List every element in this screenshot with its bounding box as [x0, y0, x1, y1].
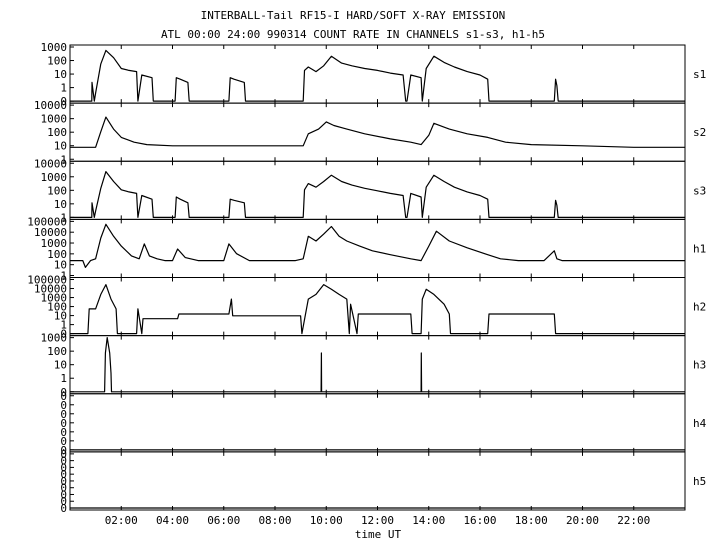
- y-tick-label: 1000: [41, 171, 68, 184]
- panel-frame: [69, 44, 686, 104]
- y-tick-label: 100: [47, 301, 67, 314]
- panel-frame: [69, 277, 686, 337]
- y-tick-label: 0: [60, 488, 67, 501]
- x-tick-label: 20:00: [566, 514, 599, 527]
- y-tick-label: 0: [60, 408, 67, 421]
- x-tick-label: 02:00: [105, 514, 138, 527]
- y-tick-label: 100: [47, 345, 67, 358]
- x-tick-label: 14:00: [412, 514, 445, 527]
- y-tick-label: 100: [47, 55, 67, 68]
- panel-frame: [69, 218, 686, 278]
- panel-frame: [69, 451, 686, 511]
- series-line-h1: [70, 223, 685, 268]
- y-tick-label: 10: [54, 310, 67, 323]
- channel-label-h5: h5: [693, 475, 706, 488]
- y-tick-label: 10: [54, 68, 67, 81]
- y-tick-label: 1000: [41, 113, 68, 126]
- channel-label-s3: s3: [693, 184, 706, 197]
- y-tick-label: 10000: [34, 99, 67, 112]
- series-line-s1: [70, 49, 685, 102]
- y-tick-label: 1000: [41, 41, 68, 54]
- y-tick-label: 0: [60, 448, 67, 461]
- channel-label-h4: h4: [693, 417, 707, 430]
- y-tick-label: 1: [60, 211, 67, 224]
- channel-label-h3: h3: [693, 359, 706, 372]
- channel-label-h2: h2: [693, 301, 706, 314]
- y-tick-label: 100000: [27, 274, 67, 287]
- y-tick-label: 0: [60, 455, 67, 468]
- y-tick-label: 100: [47, 248, 67, 261]
- x-tick-label: 08:00: [258, 514, 291, 527]
- y-tick-label: 100: [47, 184, 67, 197]
- y-tick-label: 0: [60, 468, 67, 481]
- y-tick-label: 1000: [41, 292, 68, 305]
- y-tick-label: 0: [60, 390, 67, 403]
- y-tick-label: 10000: [34, 283, 67, 296]
- channel-label-h1: h1: [693, 242, 706, 255]
- series-line-s3: [70, 171, 685, 218]
- y-tick-label: 100: [47, 126, 67, 139]
- y-tick-label: 0: [60, 399, 67, 412]
- y-tick-label: 0: [60, 475, 67, 488]
- y-tick-label: 1: [60, 153, 67, 166]
- time-axis: 02:00 04:00 06:00 08:00 10:00 12:00 14:00 16:00…: [105, 514, 651, 527]
- series-line-h3: [70, 337, 685, 393]
- x-tick-label: 04:00: [156, 514, 189, 527]
- x-tick-label: 06:00: [207, 514, 240, 527]
- y-tick-label: 1: [60, 319, 67, 332]
- channel-label-s1: s1: [693, 68, 706, 81]
- y-tick-label: 10000: [34, 157, 67, 170]
- y-tick-label: 0: [60, 444, 67, 457]
- y-tick-label: 100000: [27, 215, 67, 228]
- y-tick-label: 0: [60, 495, 67, 508]
- panel-frame: [69, 335, 686, 395]
- y-tick-label: 0: [60, 386, 67, 399]
- panel-frame: [69, 393, 686, 453]
- y-tick-label: 10: [54, 359, 67, 372]
- series-line-s2: [70, 116, 685, 148]
- y-tick-label: 0: [60, 482, 67, 495]
- y-tick-label: 0: [60, 95, 67, 108]
- y-tick-label: 1: [60, 82, 67, 95]
- channel-label-s2: s2: [693, 126, 706, 139]
- y-tick-label: 1000: [41, 237, 68, 250]
- y-tick-label: 0: [60, 328, 67, 341]
- x-tick-label: 16:00: [463, 514, 496, 527]
- panel-frame: [69, 102, 686, 162]
- y-tick-label: 0: [60, 435, 67, 448]
- x-tick-label: 18:00: [515, 514, 548, 527]
- y-tick-label: 0: [60, 426, 67, 439]
- y-tick-label: 10: [54, 140, 67, 153]
- y-tick-label: 1: [60, 270, 67, 283]
- x-axis-label: time UT: [355, 528, 402, 541]
- y-tick-label: 0: [60, 417, 67, 430]
- x-tick-label: 22:00: [617, 514, 650, 527]
- y-tick-label: 1000: [41, 332, 68, 345]
- y-tick-label: 10: [54, 259, 67, 272]
- panels: 10001001010s1100001000100101s21000010001…: [27, 41, 706, 515]
- y-tick-label: 10: [54, 198, 67, 211]
- y-tick-label: 10000: [34, 226, 67, 239]
- x-tick-label: 12:00: [361, 514, 394, 527]
- chart-subtitle: ATL 00:00 24:00 990314 COUNT RATE IN CHA…: [161, 28, 545, 41]
- y-tick-label: 0: [60, 461, 67, 474]
- series-line-h2: [70, 284, 685, 335]
- chart-title: INTERBALL-Tail RF15-I HARD/SOFT X-RAY EM…: [201, 9, 506, 22]
- y-tick-label: 1: [60, 372, 67, 385]
- x-tick-label: 10:00: [310, 514, 343, 527]
- y-tick-label: 0: [60, 502, 67, 515]
